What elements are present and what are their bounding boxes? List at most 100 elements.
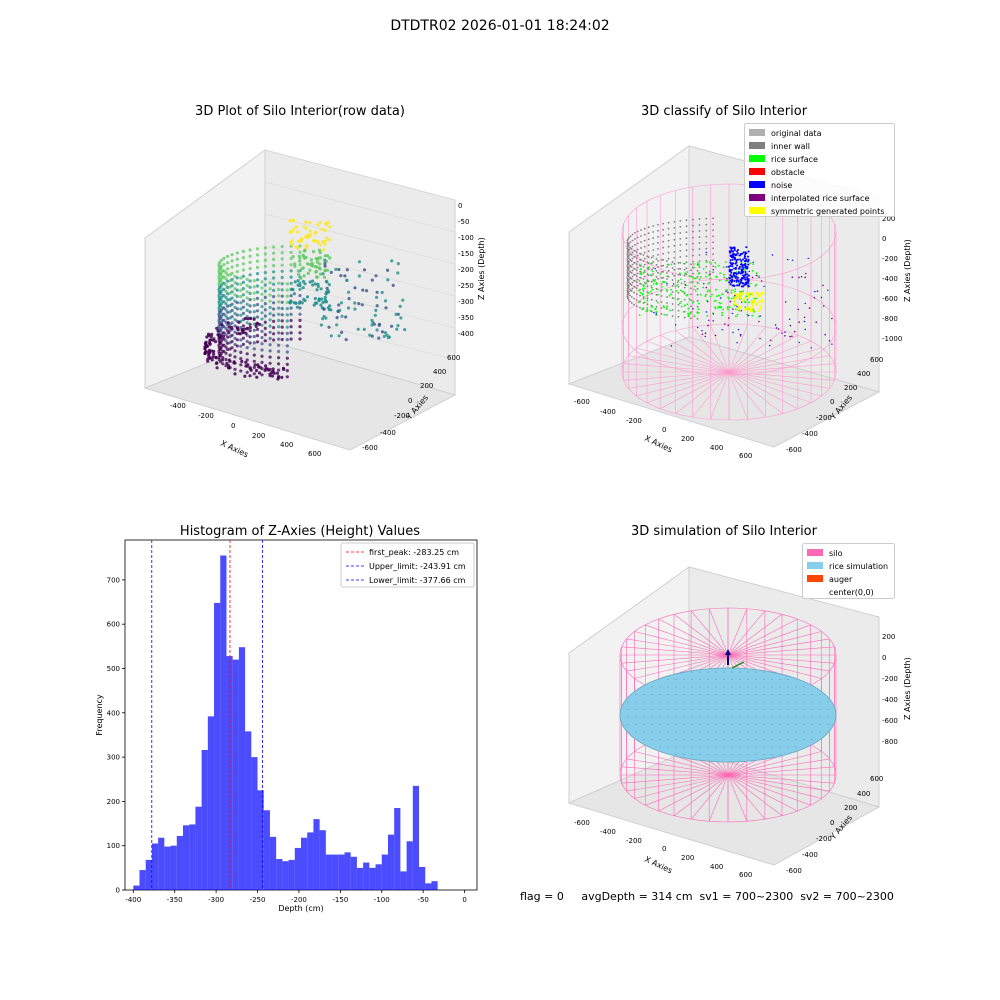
silo-wireframe-spoke — [636, 371, 730, 397]
inner-wall-point — [679, 220, 682, 222]
rice-mesh-point — [731, 679, 733, 680]
scatter-point — [252, 322, 256, 326]
rice-surface-point — [733, 304, 736, 307]
scatter-point — [245, 358, 249, 362]
scatter-point — [245, 339, 249, 343]
rice-surface-point — [641, 308, 643, 311]
scatter-point — [289, 275, 293, 279]
x-tick: 0 — [662, 426, 666, 434]
scatter-point — [306, 233, 310, 237]
rice-surface-point — [645, 310, 648, 313]
rice-surface-point — [718, 305, 721, 308]
inner-wall-point — [692, 248, 694, 251]
noise-point — [791, 259, 794, 261]
scatter-point — [304, 220, 308, 224]
z-tick: -100 — [458, 234, 474, 242]
legend-label: silo — [829, 549, 843, 558]
legend-label: rice surface — [771, 155, 818, 164]
inner-wall-point — [631, 281, 634, 284]
rice-mesh-point — [819, 694, 821, 695]
inner-wall-point — [692, 260, 694, 263]
rice-surface-point — [666, 305, 669, 307]
rice-mesh-point — [667, 724, 669, 725]
scatter-point — [285, 282, 289, 286]
inner-wall-point — [650, 280, 653, 283]
scatter-point — [233, 318, 237, 322]
histogram-bar — [133, 885, 140, 890]
symmetric-point — [755, 291, 758, 295]
scatter-point — [304, 235, 308, 239]
silo-wireframe-spoke — [727, 624, 811, 656]
scatter-point — [244, 360, 248, 364]
scatter-point — [390, 259, 394, 263]
symmetric-point — [757, 309, 761, 312]
scatter-point — [252, 341, 256, 345]
scatter-point — [248, 260, 252, 264]
inner-wall-point — [685, 249, 688, 252]
rice-mesh-point — [779, 746, 781, 748]
noise-point — [729, 259, 732, 262]
legend-swatch — [807, 562, 823, 569]
scatter-point — [285, 313, 289, 317]
noise-point — [747, 250, 750, 253]
scatter-point — [297, 254, 301, 258]
scatter-point — [233, 274, 237, 278]
scatter-point — [344, 315, 348, 319]
symmetric-point — [750, 307, 753, 311]
scatter-point — [241, 280, 245, 284]
rice-mesh-point — [779, 724, 781, 725]
histogram-bar — [282, 861, 289, 890]
inner-wall-point — [652, 231, 655, 233]
rice-surface-point — [651, 306, 654, 308]
rice-surface-point — [742, 290, 745, 293]
scatter-point — [240, 359, 244, 364]
inner-wall-point — [666, 278, 668, 280]
rice-mesh-point — [779, 731, 781, 733]
scatter-point — [260, 311, 264, 315]
scatter-point — [263, 264, 267, 268]
scatter-point — [248, 298, 252, 302]
inner-wall-point — [671, 261, 674, 263]
scatter-point — [244, 331, 248, 335]
rice-surface-point — [699, 293, 702, 296]
histogram-bar — [238, 647, 246, 890]
inner-wall-point — [628, 284, 630, 287]
scatter-point — [345, 268, 349, 272]
scatter-point — [246, 317, 250, 321]
rice-mesh-point — [755, 701, 757, 703]
rice-surface-point — [719, 272, 721, 274]
symmetric-point — [734, 292, 737, 295]
scatter-point — [300, 301, 304, 305]
scatter-point — [280, 306, 284, 311]
inner-wall-point — [671, 267, 674, 269]
rice-mesh-point — [707, 731, 709, 733]
inner-wall-point — [673, 232, 676, 235]
scatter-point — [260, 329, 264, 333]
symmetric-point — [761, 292, 765, 295]
scatter-point — [219, 265, 223, 269]
inner-wall-point — [640, 235, 642, 237]
scatter-point — [395, 327, 399, 331]
inner-wall-point — [705, 241, 708, 244]
scatter-point — [226, 298, 230, 302]
rice-mesh-point — [771, 746, 773, 748]
inner-wall-point — [636, 254, 639, 257]
scatter-point — [268, 343, 272, 347]
legend-label: auger — [829, 575, 853, 584]
scatter-point — [329, 270, 333, 274]
rice-surface-point — [740, 290, 743, 293]
raw-plot-title: 3D Plot of Silo Interior(row data) — [195, 104, 405, 119]
rice-mesh-point — [723, 746, 725, 748]
noise-point — [743, 264, 746, 266]
rice-mesh-point — [787, 679, 789, 680]
rice-surface-point — [642, 284, 645, 287]
scatter-point — [255, 259, 260, 263]
scatter-point — [302, 225, 306, 229]
scatter-point — [277, 294, 281, 298]
y-tick: 200 — [844, 804, 857, 812]
scatter-point — [241, 305, 245, 309]
legend-label: Lower_limit: -377.66 cm — [369, 576, 466, 585]
inner-wall-point — [626, 241, 629, 244]
scatter-point — [271, 367, 275, 371]
rice-mesh-point — [739, 724, 741, 725]
